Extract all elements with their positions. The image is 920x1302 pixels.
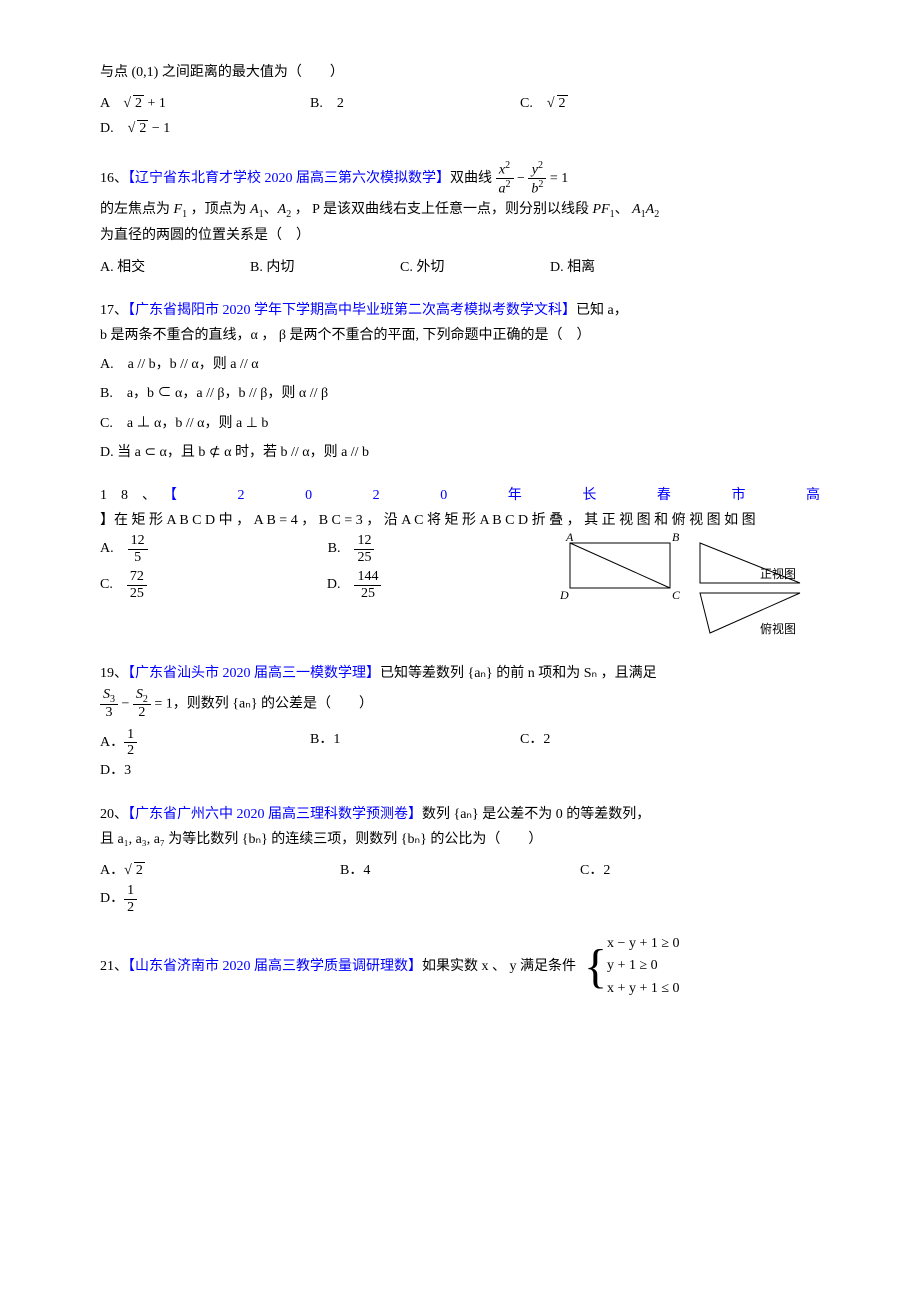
question-17: 17、【广东省揭阳市 2020 学年下学期高中毕业班第二次高考模拟考数学文科】已…	[100, 298, 820, 465]
q18-figure: A B C D 正视图 俯视图	[560, 533, 820, 643]
q16-tail1: 双曲线	[450, 170, 492, 185]
q21-sys3: x + y + 1 ≤ 0	[607, 978, 679, 1000]
q19-line1: 19、【广东省汕头市 2020 届高三一模数学理】已知等差数列 {aₙ} 的前 …	[100, 661, 820, 686]
q18-opt-d: D. 14425	[327, 569, 382, 601]
q16-opt-b: B. 内切	[250, 255, 350, 280]
q20-source: 【广东省广州六中 2020 届高三理科数学预测卷】	[128, 807, 422, 822]
q19-source: 【广东省汕头市 2020 届高三一模数学理】	[128, 666, 380, 681]
q20-options: A．2 B．4 C．2 D．12	[100, 858, 820, 915]
brace-icon: {	[584, 943, 607, 991]
q18-line2: 】在 矩 形 A B C D 中 ， A B = 4 ， B C = 3 ， 沿…	[100, 508, 820, 533]
q17-opt-d: D. 当 a ⊂ α，且 b ⊄ α 时，若 b // α，则 a // b	[100, 440, 820, 465]
q20-line1: 20、【广东省广州六中 2020 届高三理科数学预测卷】数列 {aₙ} 是公差不…	[100, 802, 820, 827]
q18-opt-b: B. 1225	[328, 533, 375, 565]
question-18: 1 8 、 【 2 0 2 0 年 长 春 市 高 】在 矩 形 A B C D…	[100, 483, 820, 643]
q16-options: A. 相交 B. 内切 C. 外切 D. 相离	[100, 255, 820, 280]
q20-num: 20、	[100, 807, 128, 822]
q21-sys2: y + 1 ≥ 0	[607, 955, 679, 977]
q19-opt-b: B．1	[310, 727, 410, 759]
q20-opt-a: A．2	[100, 858, 200, 883]
svg-text:D: D	[560, 588, 569, 602]
q16-opt-c: C. 外切	[400, 255, 500, 280]
question-19: 19、【广东省汕头市 2020 届高三一模数学理】已知等差数列 {aₙ} 的前 …	[100, 661, 820, 783]
q16-opt-d: D. 相离	[550, 255, 650, 280]
q20-opt-d: D．12	[100, 883, 200, 915]
opt-a: A 2 + 1	[100, 91, 200, 116]
q21-system: x − y + 1 ≥ 0 y + 1 ≥ 0 x + y + 1 ≤ 0	[607, 933, 679, 1000]
q19-options: A．12 B．1 C．2 D．3	[100, 727, 820, 784]
q16-source: 【辽宁省东北育才学校 2020 届高三第六次模拟数学】	[128, 170, 450, 185]
q16-frac1: x2a2	[496, 160, 514, 197]
q17-line1: 17、【广东省揭阳市 2020 学年下学期高中毕业班第二次高考模拟考数学文科】已…	[100, 298, 820, 323]
q18-opt-a: A. 125	[100, 533, 148, 565]
geometry-diagram-icon: A B C D 正视图 俯视图	[560, 533, 820, 643]
q20-line2: 且 a₁, a₃, a₇ 为等比数列 {bₙ} 的连续三项，则数列 {bₙ} 的…	[100, 827, 820, 852]
q17-source: 【广东省揭阳市 2020 学年下学期高中毕业班第二次高考模拟考数学文科】	[128, 303, 576, 318]
q17-opt-b: B. a，b ⊂ α，a // β，b // β，则 α // β	[100, 381, 820, 406]
q18-body: A. 125 B. 1225 C. 7225 D. 14425 A B C D …	[100, 533, 820, 643]
q21-sys1: x − y + 1 ≥ 0	[607, 933, 679, 955]
svg-text:C: C	[672, 588, 681, 602]
q16-line3: 为直径的两圆的位置关系是（ ）	[100, 223, 820, 248]
q18-options: A. 125 B. 1225 C. 7225 D. 14425	[100, 533, 540, 601]
q16-line2: 的左焦点为 F1 ，顶点为 A1、A2 ， P 是该双曲线右支上任意一点，则分别…	[100, 197, 820, 224]
q18-source: 【 2 0 2 0 年 长 春 市 高	[163, 483, 820, 508]
q21-line1: 21、【山东省济南市 2020 届高三教学质量调研理数】如果实数 x 、 y 满…	[100, 933, 820, 1000]
intro-text: 与点 (0,1) 之间距离的最大值为（ ）	[100, 60, 820, 85]
q16-num: 16、	[100, 170, 128, 185]
q16-opt-a: A. 相交	[100, 255, 200, 280]
q19-opt-a: A．12	[100, 727, 200, 759]
q17-opt-c: C. a ⊥ α，b // α，则 a ⊥ b	[100, 411, 820, 436]
q17-line2: b 是两条不重合的直线，α ， β 是两个不重合的平面, 下列命题中正确的是（ …	[100, 323, 820, 348]
question-20: 20、【广东省广州六中 2020 届高三理科数学预测卷】数列 {aₙ} 是公差不…	[100, 802, 820, 915]
question-21: 21、【山东省济南市 2020 届高三教学质量调研理数】如果实数 x 、 y 满…	[100, 933, 820, 1000]
q19-opt-d: D．3	[100, 758, 200, 783]
question-intro: 与点 (0,1) 之间距离的最大值为（ ） A 2 + 1 B. 2 C. 2 …	[100, 60, 820, 142]
q17-opt-a: A. a // b，b // α，则 a // α	[100, 352, 820, 377]
q19-num: 19、	[100, 666, 128, 681]
opt-b: B. 2	[310, 91, 410, 116]
q21-num: 21、	[100, 959, 128, 974]
svg-text:B: B	[672, 533, 680, 544]
q19-eq: S33 − S22 = 1，则数列 {aₙ} 的公差是（ ）	[100, 687, 820, 721]
q18-line1: 1 8 、 【 2 0 2 0 年 长 春 市 高	[100, 483, 820, 508]
question-16: 16、【辽宁省东北育才学校 2020 届高三第六次模拟数学】双曲线 x2a2 −…	[100, 160, 820, 280]
q19-opt-c: C．2	[520, 727, 620, 759]
svg-text:俯视图: 俯视图	[760, 621, 796, 636]
q20-opt-b: B．4	[340, 858, 440, 883]
svg-text:正视图: 正视图	[760, 566, 796, 581]
intro-options: A 2 + 1 B. 2 C. 2 D. 2 − 1	[100, 91, 820, 141]
q21-source: 【山东省济南市 2020 届高三教学质量调研理数】	[128, 959, 422, 974]
q16-eq-rhs: = 1	[550, 170, 568, 185]
q17-options: A. a // b，b // α，则 a // α B. a，b ⊂ α，a /…	[100, 352, 820, 465]
q17-num: 17、	[100, 303, 128, 318]
opt-c: C. 2	[520, 91, 620, 116]
opt-d: D. 2 − 1	[100, 116, 200, 141]
q16-frac2: y2b2	[528, 160, 546, 197]
q18-opt-c: C. 7225	[100, 569, 147, 601]
q20-opt-c: C．2	[580, 858, 680, 883]
svg-text:A: A	[565, 533, 574, 544]
q16-line1: 16、【辽宁省东北育才学校 2020 届高三第六次模拟数学】双曲线 x2a2 −…	[100, 160, 820, 197]
